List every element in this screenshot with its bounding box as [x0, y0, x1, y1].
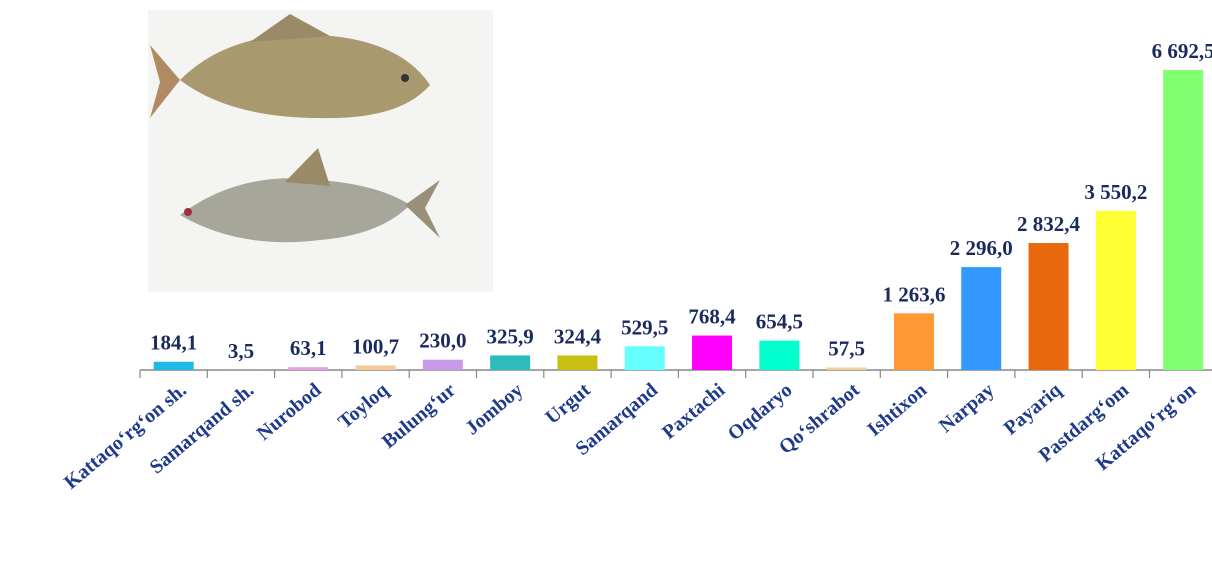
bar: [1029, 243, 1069, 370]
x-tick-label: Jomboy: [461, 379, 527, 439]
bar: [625, 346, 665, 370]
value-label: 325,9: [487, 324, 534, 348]
value-label: 230,0: [419, 329, 466, 353]
x-tick-label: Bulung‘ur: [378, 379, 460, 453]
bar: [557, 355, 597, 370]
bar: [288, 367, 328, 370]
bar: [1163, 70, 1203, 370]
chart: 184,1Kattaqo‘rg‘on sh.3,5Samarqand sh.63…: [0, 0, 1212, 561]
fish-illustration: [148, 10, 493, 292]
value-label: 324,4: [554, 324, 602, 348]
bar: [423, 360, 463, 370]
value-label: 6 692,5: [1152, 39, 1212, 63]
bar: [154, 362, 194, 370]
x-tick-label: Toyloq: [334, 379, 393, 433]
bar: [490, 355, 530, 370]
x-tick-label: Urgut: [541, 379, 595, 429]
value-label: 3 550,2: [1084, 180, 1147, 204]
value-label: 1 263,6: [882, 282, 945, 306]
value-label: 2 296,0: [950, 236, 1013, 260]
x-tick-label: Payariq: [1000, 379, 1066, 439]
bar: [961, 267, 1001, 370]
value-label: 654,5: [756, 310, 803, 334]
bar: [1096, 211, 1136, 370]
bar: [692, 336, 732, 370]
x-tick-label: Ishtixon: [863, 379, 931, 441]
value-label: 529,5: [621, 315, 668, 339]
bar: [356, 365, 396, 370]
value-label: 184,1: [150, 331, 197, 355]
bar: [894, 313, 934, 370]
bar: [759, 341, 799, 370]
value-label: 2 832,4: [1017, 212, 1081, 236]
value-label: 57,5: [828, 336, 865, 360]
bar: [827, 367, 867, 370]
value-label: 100,7: [352, 334, 399, 358]
x-tick-label: Narpay: [935, 379, 999, 437]
x-tick-label: Paxtachi: [658, 379, 730, 444]
x-tick-label: Kattaqo‘rg‘on sh.: [60, 379, 191, 494]
value-label: 768,4: [688, 305, 736, 329]
value-label: 3,5: [228, 339, 254, 363]
x-tick-label: Nurobod: [253, 379, 326, 445]
value-label: 63,1: [290, 336, 327, 360]
